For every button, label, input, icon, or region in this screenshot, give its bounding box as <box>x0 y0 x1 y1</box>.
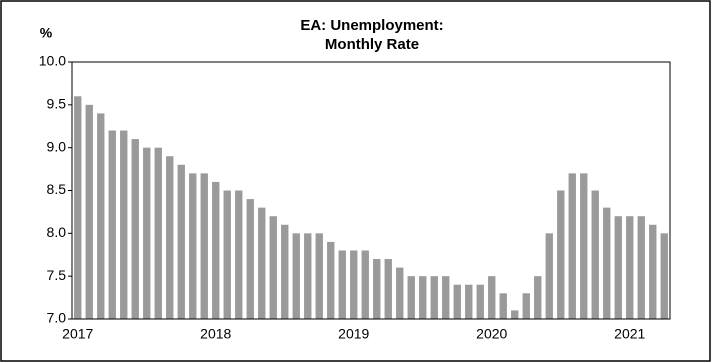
bar <box>327 241 335 319</box>
chart-title: Monthly Rate <box>325 36 419 53</box>
bar <box>614 216 622 319</box>
y-tick-label: 7.0 <box>47 310 67 326</box>
bar <box>476 284 484 319</box>
bar <box>189 173 197 319</box>
bar <box>603 207 611 319</box>
y-tick-label: 9.5 <box>47 96 67 112</box>
bar <box>304 233 312 319</box>
chart-title: EA: Unemployment: <box>300 17 443 34</box>
bar <box>660 233 668 319</box>
bar <box>177 164 185 319</box>
bar <box>384 259 392 319</box>
bar <box>626 216 634 319</box>
bar <box>350 250 358 319</box>
bar <box>453 284 461 319</box>
y-tick-label: 10.0 <box>39 53 66 69</box>
x-tick-label: 2017 <box>62 326 93 342</box>
x-tick-label: 2018 <box>200 326 231 342</box>
y-tick-label: 8.0 <box>47 224 67 240</box>
bar <box>396 267 404 319</box>
bar <box>637 216 645 319</box>
bar <box>143 147 151 319</box>
bar <box>166 156 174 319</box>
bar <box>338 250 346 319</box>
bar <box>315 233 323 319</box>
bar <box>269 216 277 319</box>
bar <box>223 190 231 319</box>
bar <box>154 147 162 319</box>
bar <box>281 224 289 319</box>
bar <box>499 293 507 319</box>
bar <box>649 224 657 319</box>
y-axis-label: % <box>40 25 53 41</box>
bar <box>465 284 473 319</box>
bar <box>568 173 576 319</box>
bar <box>407 276 415 319</box>
bar <box>108 130 116 319</box>
y-tick-label: 9.0 <box>47 138 67 154</box>
plot-border <box>71 61 671 320</box>
bar <box>246 199 254 319</box>
bar <box>200 173 208 319</box>
bar <box>258 207 266 319</box>
bar <box>545 233 553 319</box>
y-tick-label: 8.5 <box>47 181 67 197</box>
bar <box>488 276 496 319</box>
y-tick-label: 7.5 <box>47 267 67 283</box>
bar <box>212 181 220 319</box>
bar <box>85 104 93 319</box>
bar <box>419 276 427 319</box>
bar <box>534 276 542 319</box>
bar <box>120 130 128 319</box>
bar <box>430 276 438 319</box>
bar <box>557 190 565 319</box>
bar <box>580 173 588 319</box>
bar <box>235 190 243 319</box>
bar <box>131 139 139 319</box>
bar <box>74 96 82 320</box>
x-tick-label: 2021 <box>614 326 645 342</box>
bar <box>591 190 599 319</box>
bar <box>511 310 519 319</box>
bar <box>292 233 300 319</box>
x-tick-label: 2020 <box>476 326 507 342</box>
bar <box>373 259 381 319</box>
bar <box>522 293 530 319</box>
bar <box>97 113 105 320</box>
x-tick-label: 2019 <box>338 326 369 342</box>
bar <box>442 276 450 319</box>
bar <box>361 250 369 319</box>
